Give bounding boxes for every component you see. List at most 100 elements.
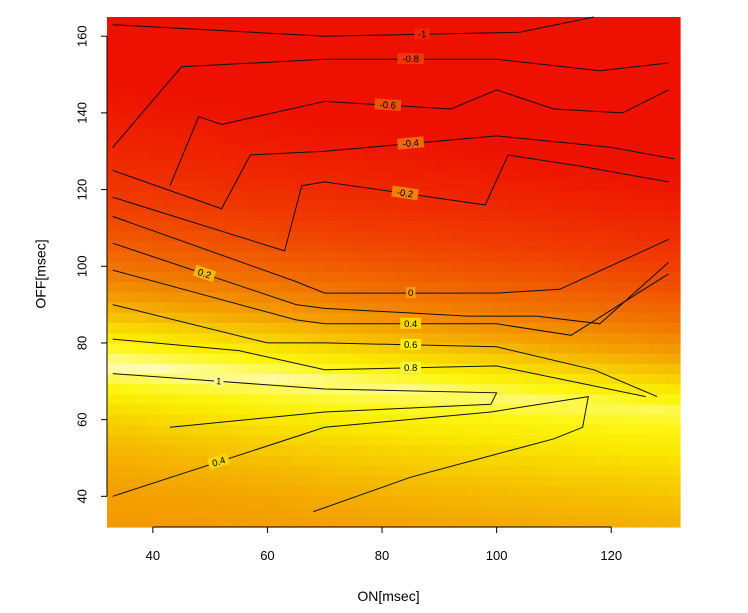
heat-cell: [250, 251, 266, 263]
heat-cell: [221, 425, 237, 436]
heat-cell: [651, 88, 667, 100]
heat-cell: [536, 88, 552, 100]
heat-cell: [149, 516, 165, 528]
heat-cell: [250, 47, 266, 59]
heat-cell: [178, 343, 194, 355]
heat-cell: [336, 37, 352, 49]
heat-cell: [307, 404, 323, 416]
heat-cell: [479, 261, 495, 273]
heat-cell: [107, 180, 122, 191]
heat-cell: [422, 88, 438, 100]
heat-cell: [336, 333, 352, 344]
heat-cell: [135, 251, 151, 263]
heat-cell: [594, 302, 609, 314]
heat-cell: [278, 333, 294, 344]
heat-cell: [565, 476, 581, 487]
heat-cell: [379, 374, 395, 385]
heat-cell: [321, 261, 337, 273]
heat-cell: [536, 486, 552, 497]
heat-cell: [479, 47, 495, 59]
heat-cell: [364, 57, 380, 69]
heat-cell: [149, 272, 165, 283]
heat-cell: [522, 476, 538, 487]
heat-cell: [407, 374, 423, 385]
heat-cell: [622, 231, 638, 242]
contour-line: [112, 395, 589, 513]
heat-cell: [393, 404, 409, 416]
heat-cell: [164, 343, 180, 355]
heat-cell: [164, 333, 180, 344]
heat-cell: [307, 506, 323, 518]
heat-cell: [264, 231, 280, 242]
heat-cell: [651, 323, 667, 334]
heat-cell: [321, 139, 337, 151]
heat-cell: [336, 241, 352, 253]
heat-cell: [164, 323, 180, 334]
heat-cell: [321, 27, 337, 38]
heat-cell: [307, 108, 323, 120]
heat-cell: [479, 78, 495, 89]
heat-cell: [321, 414, 337, 426]
heat-cell: [665, 343, 681, 355]
heat-cell: [221, 129, 237, 140]
y-tick-label: 140: [74, 102, 89, 124]
heat-cell: [651, 57, 667, 69]
heat-cell: [192, 282, 208, 293]
heat-cell: [579, 251, 595, 263]
heat-cell: [407, 210, 423, 222]
heat-cell: [608, 333, 624, 344]
heat-cell: [508, 323, 524, 334]
heat-cell: [207, 435, 223, 446]
heat-cell: [321, 323, 337, 334]
heat-cell: [436, 231, 452, 242]
heat-cell: [307, 129, 323, 140]
heat-cell: [307, 363, 323, 375]
heat-cell: [436, 47, 452, 59]
heat-cell: [207, 506, 223, 518]
heat-cell: [479, 159, 495, 171]
heat-cell: [551, 139, 566, 151]
heat-cell: [393, 241, 409, 253]
heat-cell: [235, 435, 251, 446]
heat-cell: [350, 129, 366, 140]
heat-cell: [336, 486, 352, 497]
heat-cell: [608, 343, 624, 355]
heat-cell: [436, 394, 452, 406]
heat-cell: [350, 445, 366, 457]
heat-cell: [536, 445, 552, 457]
heat-cell: [465, 302, 481, 314]
heat-cell: [608, 108, 624, 120]
heat-cell: [393, 476, 409, 487]
heat-cell: [250, 476, 266, 487]
heat-cell: [107, 190, 122, 202]
heat-cell: [508, 455, 524, 467]
heat-cell: [422, 486, 438, 497]
heat-cell: [107, 343, 122, 355]
heat-cell: [594, 333, 609, 344]
heat-cell: [407, 261, 423, 273]
heat-cell: [207, 241, 223, 253]
heat-cell: [336, 57, 352, 69]
heat-cell: [235, 363, 251, 375]
heat-cell: [336, 180, 352, 191]
heat-cell: [149, 47, 165, 59]
heat-cell: [465, 516, 481, 528]
heat-cell: [622, 27, 638, 38]
heat-cell: [278, 27, 294, 38]
heat-cell: [293, 302, 309, 314]
heat-cell: [178, 465, 194, 477]
heat-cell: [551, 363, 566, 375]
heat-cell: [178, 435, 194, 446]
heat-cell: [135, 302, 151, 314]
heat-cell: [235, 108, 251, 120]
heat-cell: [608, 180, 624, 191]
heat-cell: [250, 221, 266, 232]
heat-cell: [264, 353, 280, 365]
heat-cell: [508, 476, 524, 487]
heat-cell: [536, 251, 552, 263]
heat-cell: [149, 282, 165, 293]
heat-cell: [651, 119, 667, 130]
heat-cell: [622, 129, 638, 140]
heat-cell: [493, 139, 509, 151]
